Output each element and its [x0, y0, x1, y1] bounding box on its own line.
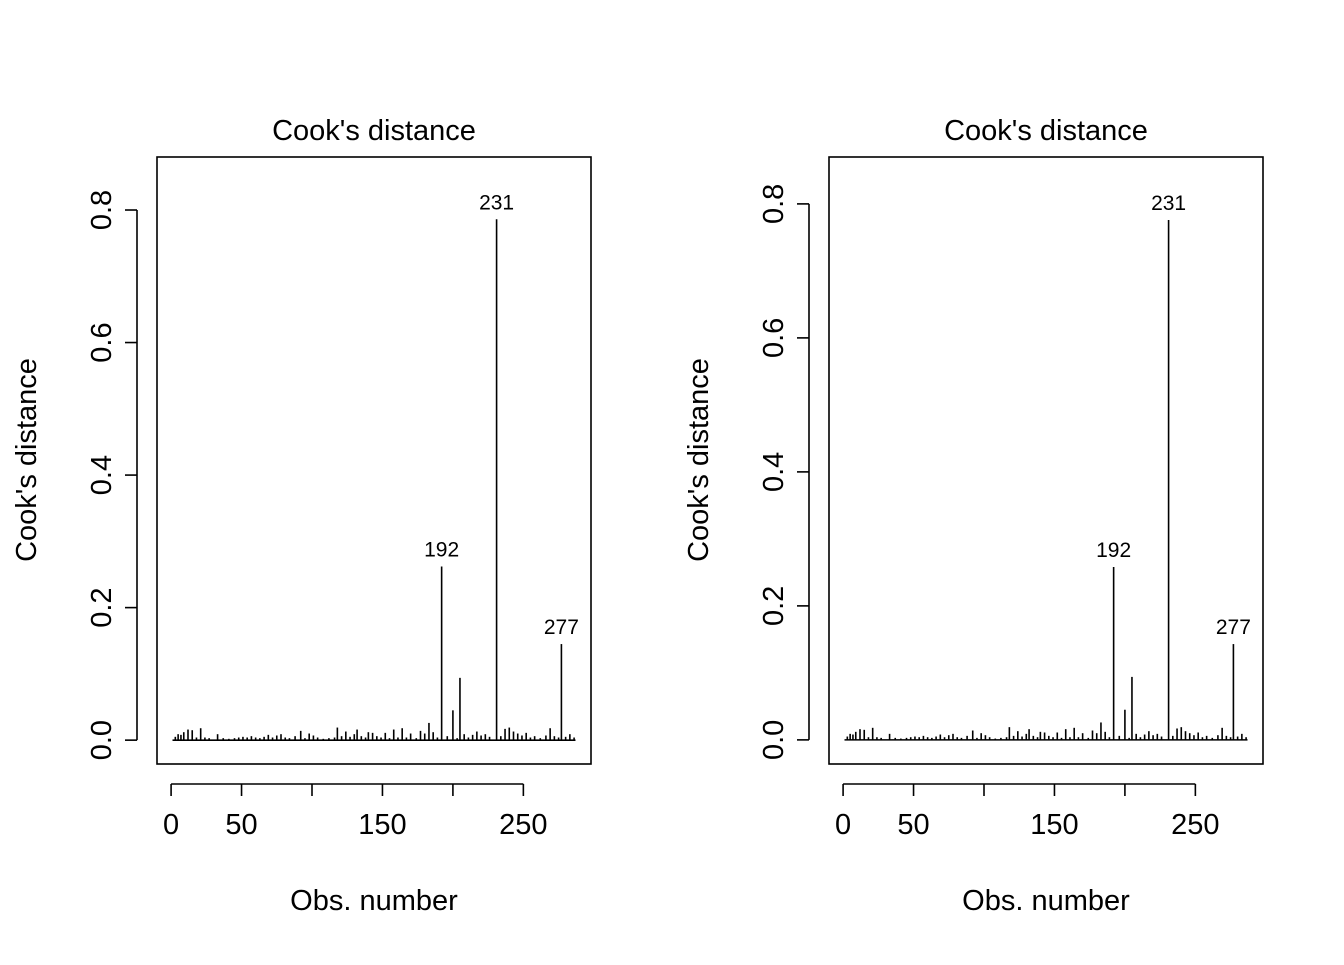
spike-marks: [844, 219, 1248, 741]
y-tick-label-0.6: 0.6: [86, 322, 118, 362]
y-tick-label-0.6: 0.6: [758, 318, 790, 358]
y-tick-label-0.8: 0.8: [86, 190, 118, 230]
plot-frame: [156, 156, 592, 765]
point-annotations: 192 231 277: [424, 191, 579, 639]
x-tick-label-0: 0: [163, 809, 179, 841]
y-tick-label-0.2: 0.2: [86, 587, 118, 627]
y-axis-label: Cook's distance: [11, 358, 43, 562]
spike-marks: [172, 219, 576, 741]
y-axis: 0.0 0.2 0.4 0.6 0.8: [758, 184, 810, 760]
point-label-277: 277: [1216, 616, 1251, 639]
x-tick-label-250: 250: [499, 809, 547, 841]
point-label-192: 192: [1096, 539, 1131, 562]
y-tick-label-0.4: 0.4: [758, 452, 790, 492]
x-axis: 0 50 150 250: [163, 783, 548, 841]
x-tick-label-50: 50: [897, 809, 929, 841]
y-axis-label: Cook's distance: [683, 358, 715, 562]
x-axis-label: Obs. number: [290, 885, 458, 917]
x-axis: 0 50 150 250: [835, 783, 1220, 841]
point-label-231: 231: [479, 191, 514, 214]
cooks-distance-panel-right: Cook's distance Obs. number Cook's dista…: [683, 115, 1264, 917]
y-tick-label-0: 0.0: [758, 720, 790, 760]
plot-frame: [828, 156, 1264, 765]
y-tick-label-0.4: 0.4: [86, 455, 118, 495]
chart-title: Cook's distance: [944, 115, 1148, 147]
x-tick-label-50: 50: [225, 809, 257, 841]
y-axis: 0.0 0.2 0.4 0.6 0.8: [86, 190, 138, 760]
point-annotations: 192 231 277: [1096, 192, 1251, 639]
point-label-277: 277: [544, 616, 579, 639]
y-tick-label-0.2: 0.2: [758, 586, 790, 626]
point-label-192: 192: [424, 539, 459, 562]
x-tick-label-0: 0: [835, 809, 851, 841]
y-tick-label-0: 0.0: [86, 720, 118, 760]
cooks-distance-panel-left: Cook's distance Obs. number Cook's dista…: [11, 115, 592, 917]
x-tick-label-250: 250: [1171, 809, 1219, 841]
x-tick-label-150: 150: [358, 809, 406, 841]
chart-title: Cook's distance: [272, 115, 476, 147]
y-tick-label-0.8: 0.8: [758, 184, 790, 224]
x-tick-label-150: 150: [1030, 809, 1078, 841]
x-axis-label: Obs. number: [962, 885, 1130, 917]
point-label-231: 231: [1151, 192, 1186, 215]
